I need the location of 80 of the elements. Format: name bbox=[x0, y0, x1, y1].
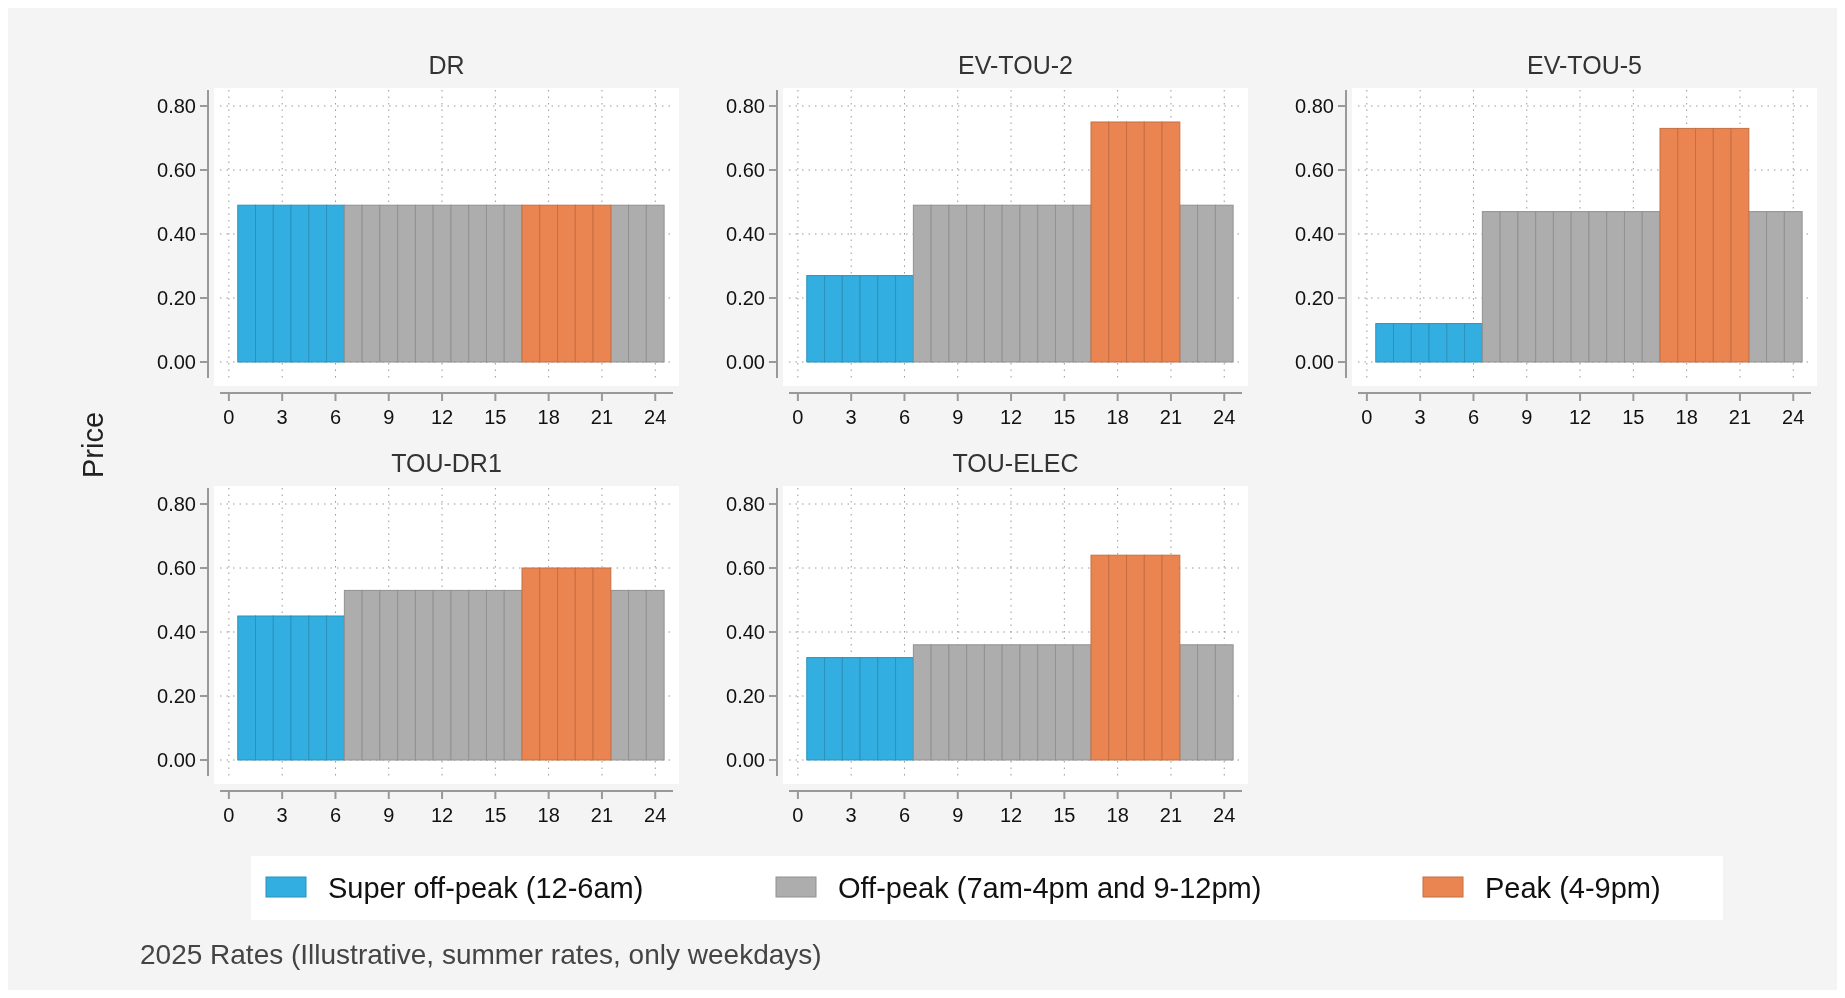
y-tick-label: 0.40 bbox=[1295, 223, 1334, 245]
y-tick-label: 0.60 bbox=[1295, 159, 1334, 181]
x-tick-label: 3 bbox=[845, 804, 857, 826]
y-tick-label: 0.00 bbox=[157, 351, 196, 373]
x-tick-label: 18 bbox=[1106, 406, 1129, 428]
x-tick-label: 24 bbox=[644, 406, 667, 428]
x-tick-label: 6 bbox=[1467, 406, 1480, 428]
y-tick-label: 0.60 bbox=[726, 557, 765, 579]
x-tick-label: 18 bbox=[537, 804, 560, 826]
x-tick-label: 6 bbox=[329, 804, 342, 826]
y-tick-label: 0.20 bbox=[726, 287, 765, 309]
y-tick-label: 0.00 bbox=[726, 351, 765, 373]
y-tick-label: 0.80 bbox=[1295, 95, 1334, 117]
x-tick-label: 15 bbox=[1053, 406, 1076, 428]
x-tick-label: 18 bbox=[537, 406, 560, 428]
x-tick-label: 12 bbox=[430, 804, 454, 826]
x-tick-label: 15 bbox=[484, 406, 507, 428]
x-tick-label: 15 bbox=[1053, 804, 1076, 826]
x-tick-label: 9 bbox=[952, 804, 964, 826]
y-tick-label: 0.80 bbox=[157, 95, 196, 117]
y-tick-label: 0.20 bbox=[157, 287, 196, 309]
x-tick-label: 6 bbox=[898, 804, 911, 826]
y-tick-label: 0.20 bbox=[1295, 287, 1334, 309]
y-tick-label: 0.40 bbox=[157, 621, 196, 643]
x-tick-label: 0 bbox=[792, 406, 804, 428]
x-tick-label: 9 bbox=[1521, 406, 1533, 428]
y-tick-label: 0.40 bbox=[726, 223, 765, 245]
x-tick-label: 9 bbox=[952, 406, 964, 428]
y-axis-title: Price bbox=[77, 411, 109, 479]
x-tick-label: 0 bbox=[223, 406, 235, 428]
x-tick-label: 3 bbox=[845, 406, 857, 428]
text: 2025 Rates (Illustrative, summer rates, only weekdays) bbox=[140, 938, 822, 970]
chart-title: TOU-ELEC bbox=[952, 449, 1079, 477]
x-tick-label: 24 bbox=[1213, 406, 1236, 428]
y-tick-label: 0.60 bbox=[157, 557, 196, 579]
y-tick-label: 0.20 bbox=[157, 685, 196, 707]
x-tick-label: 12 bbox=[999, 406, 1023, 428]
x-tick-label: 6 bbox=[329, 406, 342, 428]
x-tick-label: 21 bbox=[590, 804, 614, 826]
x-tick-label: 9 bbox=[383, 804, 395, 826]
y-tick-label: 0.80 bbox=[726, 95, 765, 117]
legend-label: Peak (4-9pm) bbox=[1485, 872, 1661, 905]
x-tick-label: 21 bbox=[1159, 804, 1183, 826]
x-tick-label: 15 bbox=[484, 804, 507, 826]
x-tick-label: 24 bbox=[1213, 804, 1236, 826]
y-tick-label: 0.40 bbox=[726, 621, 765, 643]
x-tick-label: 24 bbox=[644, 804, 667, 826]
x-tick-label: 15 bbox=[1622, 406, 1645, 428]
x-tick-label: 24 bbox=[1782, 406, 1805, 428]
x-tick-label: 3 bbox=[276, 406, 288, 428]
x-tick-label: 0 bbox=[223, 804, 235, 826]
chart-title: EV-TOU-2 bbox=[958, 51, 1073, 79]
x-tick-label: 0 bbox=[1361, 406, 1373, 428]
y-tick-label: 0.80 bbox=[726, 493, 765, 515]
y-tick-label: 0.00 bbox=[726, 749, 765, 771]
x-tick-label: 21 bbox=[1728, 406, 1752, 428]
x-tick-label: 0 bbox=[792, 804, 804, 826]
legend-label: Super off-peak (12-6am) bbox=[328, 872, 644, 905]
x-tick-label: 18 bbox=[1675, 406, 1698, 428]
y-tick-label: 0.40 bbox=[157, 223, 196, 245]
y-tick-label: 0.00 bbox=[1295, 351, 1334, 373]
y-tick-label: 0.20 bbox=[726, 685, 765, 707]
x-tick-label: 6 bbox=[898, 406, 911, 428]
y-tick-label: 0.60 bbox=[726, 159, 765, 181]
x-tick-label: 21 bbox=[1159, 406, 1183, 428]
y-tick-label: 0.60 bbox=[157, 159, 196, 181]
x-tick-label: 12 bbox=[430, 406, 454, 428]
x-tick-label: 18 bbox=[1106, 804, 1129, 826]
chart-title: EV-TOU-5 bbox=[1527, 51, 1642, 79]
y-tick-label: 0.00 bbox=[157, 749, 196, 771]
x-tick-label: 21 bbox=[590, 406, 614, 428]
y-tick-label: 0.80 bbox=[157, 493, 196, 515]
x-tick-label: 3 bbox=[276, 804, 288, 826]
x-tick-label: 12 bbox=[999, 804, 1023, 826]
chart-title: DR bbox=[428, 51, 465, 79]
x-tick-label: 3 bbox=[1414, 406, 1426, 428]
x-tick-label: 12 bbox=[1568, 406, 1592, 428]
chart-title: TOU-DR1 bbox=[391, 449, 502, 477]
x-tick-label: 9 bbox=[383, 406, 395, 428]
legend-label: Off-peak (7am-4pm and 9-12pm) bbox=[838, 872, 1262, 905]
